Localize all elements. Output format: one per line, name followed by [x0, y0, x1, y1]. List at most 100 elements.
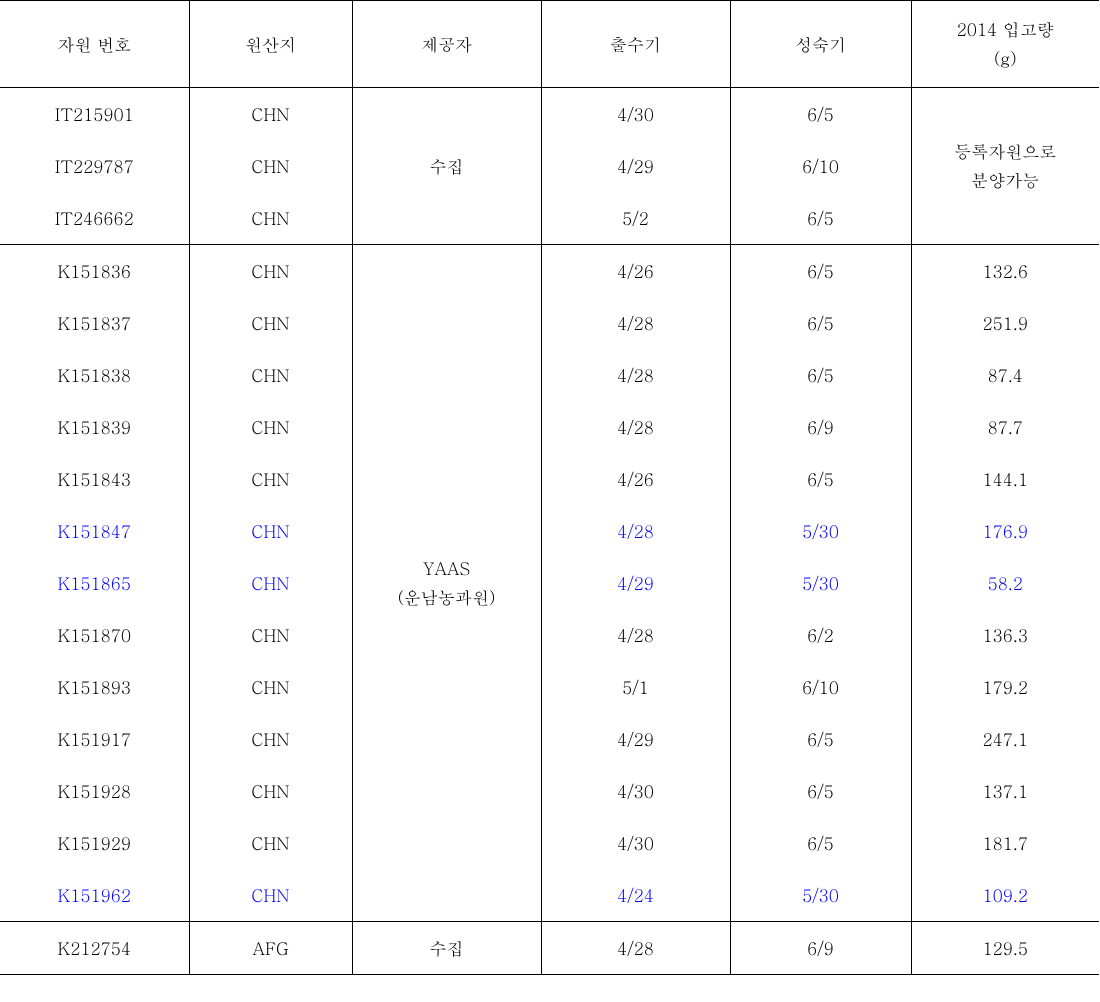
- cell-heading: 4/28: [541, 609, 730, 661]
- cell-heading: 4/30: [541, 817, 730, 869]
- cell-origin: CHN: [189, 88, 352, 141]
- cell-maturity: 5/30: [730, 505, 911, 557]
- section2-body: K151836CHNYAAS(운남농과원)4/266/5132.6K151837…: [0, 245, 1099, 922]
- table-row: K212754 AFG 수집 4/28 6/9 129.5: [0, 922, 1099, 975]
- cell-maturity: 6/5: [730, 297, 911, 349]
- cell-provider: 수집: [352, 922, 541, 975]
- cell-origin: CHN: [189, 557, 352, 609]
- cell-maturity: 6/5: [730, 245, 911, 298]
- cell-origin: CHN: [189, 245, 352, 298]
- cell-origin: CHN: [189, 192, 352, 245]
- cell-origin: CHN: [189, 765, 352, 817]
- table-row: K151929CHN 4/306/5181.7: [0, 817, 1099, 869]
- cell-maturity: 6/9: [730, 401, 911, 453]
- cell-heading: 4/30: [541, 88, 730, 141]
- cell-maturity: 5/30: [730, 869, 911, 922]
- cell-stock: 129.5: [911, 922, 1099, 975]
- cell-heading: 4/28: [541, 505, 730, 557]
- cell-heading: 4/29: [541, 713, 730, 765]
- cell-heading: 4/29: [541, 557, 730, 609]
- col-header-stock-line2: (g): [994, 46, 1017, 70]
- cell-id: K151870: [0, 609, 189, 661]
- cell-heading: 4/28: [541, 349, 730, 401]
- provider-line2: (운남농과원): [398, 585, 496, 609]
- cell-origin: CHN: [189, 869, 352, 922]
- cell-id: K212754: [0, 922, 189, 975]
- cell-id: IT229787: [0, 140, 189, 192]
- cell-id: K151917: [0, 713, 189, 765]
- table-row: K151928CHN4/306/5137.1: [0, 765, 1099, 817]
- cell-maturity: 6/5: [730, 349, 911, 401]
- table-header-row: 자원 번호 원산지 제공자 출수기 성숙기 2014 입고량 (g): [0, 1, 1099, 88]
- cell-origin: CHN: [189, 297, 352, 349]
- cell-id: K151839: [0, 401, 189, 453]
- cell-id: IT246662: [0, 192, 189, 245]
- cell-origin: CHN: [189, 349, 352, 401]
- cell-origin: CHN: [189, 817, 352, 869]
- cell-heading: 4/26: [541, 245, 730, 298]
- cell-id: K151837: [0, 297, 189, 349]
- cell-stock: 251.9: [911, 297, 1099, 349]
- stock-note-line2: 분양가능: [971, 168, 1039, 192]
- cell-stock: 109.2: [911, 869, 1099, 922]
- table-row: K151865CHN4/295/3058.2: [0, 557, 1099, 609]
- cell-heading: 4/28: [541, 401, 730, 453]
- cell-origin: CHN: [189, 505, 352, 557]
- cell-id: K151865: [0, 557, 189, 609]
- cell-stock-note: 등록자원으로 분양가능: [911, 88, 1099, 245]
- cell-origin: CHN: [189, 401, 352, 453]
- cell-stock: 132.6: [911, 245, 1099, 298]
- cell-stock: 181.7: [911, 817, 1099, 869]
- col-header-origin: 원산지: [189, 1, 352, 88]
- cell-origin: CHN: [189, 609, 352, 661]
- cell-maturity: 6/2: [730, 609, 911, 661]
- cell-stock: 144.1: [911, 453, 1099, 505]
- cell-maturity: 6/5: [730, 765, 911, 817]
- cell-origin: CHN: [189, 661, 352, 713]
- cell-maturity: 6/5: [730, 192, 911, 245]
- cell-maturity: 6/5: [730, 713, 911, 765]
- col-header-id: 자원 번호: [0, 1, 189, 88]
- table-row: K151839CHN 4/286/987.7: [0, 401, 1099, 453]
- table-row: K151847CHN 4/285/30176.9: [0, 505, 1099, 557]
- table-row: K151836CHNYAAS(운남농과원)4/266/5132.6: [0, 245, 1099, 298]
- cell-id: K151962: [0, 869, 189, 922]
- cell-stock: 136.3: [911, 609, 1099, 661]
- cell-stock: 247.1: [911, 713, 1099, 765]
- cell-stock: 176.9: [911, 505, 1099, 557]
- cell-id: K151893: [0, 661, 189, 713]
- cell-provider: YAAS (운남농과원): [352, 245, 541, 922]
- cell-id: K151847: [0, 505, 189, 557]
- provider-line1: YAAS: [423, 556, 470, 580]
- cell-maturity: 6/5: [730, 817, 911, 869]
- col-header-provider: 제공자: [352, 1, 541, 88]
- resource-table: 자원 번호 원산지 제공자 출수기 성숙기 2014 입고량 (g) IT215…: [0, 0, 1099, 975]
- col-header-maturity: 성숙기: [730, 1, 911, 88]
- cell-id: K151843: [0, 453, 189, 505]
- cell-heading: 4/29: [541, 140, 730, 192]
- cell-maturity: 6/9: [730, 922, 911, 975]
- cell-id: K151929: [0, 817, 189, 869]
- cell-origin: CHN: [189, 713, 352, 765]
- table-row: K151838CHN 4/286/587.4: [0, 349, 1099, 401]
- cell-heading: 5/2: [541, 192, 730, 245]
- cell-id: K151836: [0, 245, 189, 298]
- cell-id: K151838: [0, 349, 189, 401]
- cell-heading: 4/26: [541, 453, 730, 505]
- col-header-stock-line1: 2014 입고량: [957, 17, 1054, 41]
- col-header-heading: 출수기: [541, 1, 730, 88]
- cell-heading: 4/28: [541, 297, 730, 349]
- cell-stock: 87.7: [911, 401, 1099, 453]
- cell-stock: 137.1: [911, 765, 1099, 817]
- cell-stock: 87.4: [911, 349, 1099, 401]
- table-row: K151917CHN 4/296/5247.1: [0, 713, 1099, 765]
- cell-id: IT215901: [0, 88, 189, 141]
- col-header-stock: 2014 입고량 (g): [911, 1, 1099, 88]
- table-row: K151962CHN4/245/30109.2: [0, 869, 1099, 922]
- stock-note-line1: 등록자원으로: [954, 139, 1056, 163]
- cell-id: K151928: [0, 765, 189, 817]
- table-row: IT215901 CHN 수집 4/30 6/5 등록자원으로 분양가능: [0, 88, 1099, 141]
- cell-maturity: 6/10: [730, 661, 911, 713]
- cell-maturity: 6/5: [730, 88, 911, 141]
- table-row: K151843CHN4/266/5144.1: [0, 453, 1099, 505]
